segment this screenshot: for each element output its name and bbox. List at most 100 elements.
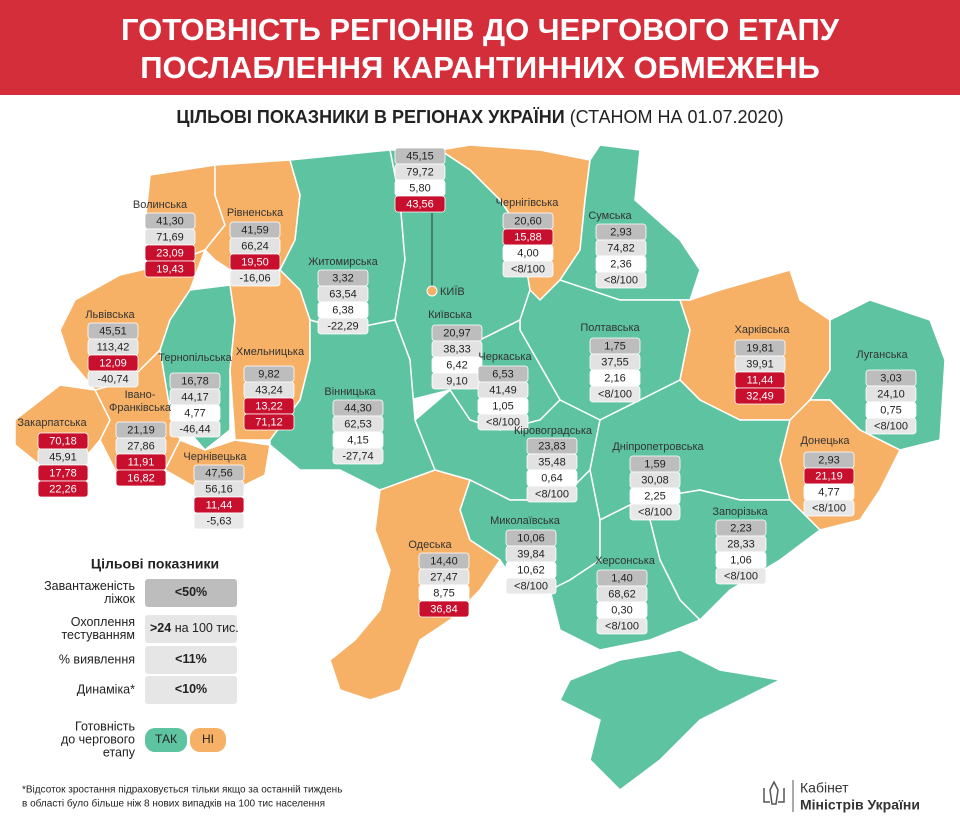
value-text: 27,47 <box>430 571 458 583</box>
region-name: Тернопільська <box>158 352 232 364</box>
crimea-shape <box>558 649 783 791</box>
value-text: 16,78 <box>181 375 209 387</box>
value-text: 68,62 <box>608 588 636 600</box>
value-text: 1,40 <box>611 572 632 584</box>
value-text: 45,15 <box>406 150 434 162</box>
value-text: 13,22 <box>255 400 283 412</box>
value-text: 11,44 <box>206 499 233 511</box>
header-band <box>0 0 960 95</box>
region-name: Одеська <box>408 539 452 551</box>
legend-label: % виявлення <box>59 652 135 666</box>
value-text: 12,09 <box>99 357 127 369</box>
value-text: 2,16 <box>604 372 625 384</box>
legend-no-swatch <box>190 728 226 752</box>
legend-value: <10% <box>175 682 207 696</box>
legend-yes: ТАК <box>155 732 177 746</box>
value-text: 3,03 <box>880 372 901 384</box>
value-text: -46,44 <box>179 423 210 435</box>
value-text: <8/100 <box>598 388 632 400</box>
value-text: 28,33 <box>727 538 755 550</box>
legend-label: до чергового <box>61 732 135 746</box>
value-text: 8,75 <box>433 587 454 599</box>
value-text: 62,53 <box>344 418 372 430</box>
value-cell <box>144 260 196 278</box>
value-cell <box>715 567 767 585</box>
value-text: 4,00 <box>517 247 538 259</box>
legend-label: етапу <box>103 745 136 759</box>
value-cell <box>115 469 167 487</box>
legend-label: Динаміка* <box>77 682 135 696</box>
value-text: 6,42 <box>446 359 467 371</box>
value-cell <box>418 600 470 618</box>
value-text: 9,10 <box>446 375 467 387</box>
value-text: -27,74 <box>342 450 373 462</box>
legend-value: >24 на 100 тис. <box>150 621 239 635</box>
value-text: 39,84 <box>517 548 545 560</box>
value-text: 9,82 <box>258 368 279 380</box>
value-text: 37,55 <box>601 356 629 368</box>
legend-value: <50% <box>175 585 207 599</box>
value-text: 4,77 <box>184 407 205 419</box>
value-text: 45,91 <box>49 451 77 463</box>
value-text: 71,69 <box>156 231 184 243</box>
value-text: 27,86 <box>127 440 155 452</box>
value-text: 63,54 <box>329 288 357 300</box>
value-text: 23,09 <box>156 247 184 259</box>
value-text: 41,30 <box>156 215 184 227</box>
value-cell <box>87 370 139 388</box>
value-cell <box>502 260 554 278</box>
value-text: 6,38 <box>332 304 353 316</box>
value-cell <box>193 512 245 530</box>
value-text: 10,06 <box>517 532 545 544</box>
value-text: <8/100 <box>514 580 548 592</box>
value-text: 17,78 <box>49 467 77 479</box>
value-text: 32,49 <box>746 390 774 402</box>
value-text: 38,33 <box>443 343 471 355</box>
value-text: 2,36 <box>610 258 631 270</box>
region-name: Черкаська <box>478 351 532 363</box>
value-text: 1,06 <box>730 554 751 566</box>
value-text: 14,40 <box>430 555 458 567</box>
value-text: <8/100 <box>486 416 520 428</box>
value-text: 47,56 <box>205 467 233 479</box>
value-text: 0,64 <box>541 472 562 484</box>
title-line: ПОСЛАБЛЕННЯ КАРАНТИННИХ ОБМЕЖЕНЬ <box>140 50 820 85</box>
value-text: 2,25 <box>644 490 665 502</box>
legend-value-part: <10% <box>175 682 207 696</box>
region-name: Франківська <box>109 402 172 414</box>
region-name: Рівненська <box>227 207 284 219</box>
value-cell <box>37 480 89 498</box>
legend-value-box <box>145 579 237 607</box>
value-text: 41,59 <box>241 224 269 236</box>
value-cell <box>169 420 221 438</box>
value-text: <8/100 <box>605 620 639 632</box>
region-name: Чернівецька <box>183 451 247 463</box>
logo-text: Міністрів України <box>800 797 920 813</box>
legend-yes-swatch <box>145 728 187 752</box>
value-cell <box>589 385 641 403</box>
subtitle-bold: ЦІЛЬОВІ ПОКАЗНИКИ В РЕГІОНАХ УКРАЇНИ <box>176 107 564 127</box>
region-name: Харківська <box>735 324 791 336</box>
region-name: Херсонська <box>595 555 656 567</box>
value-text: 79,72 <box>406 166 434 178</box>
value-text: 2,23 <box>730 522 751 534</box>
legend-label: ліжок <box>104 592 135 606</box>
legend-no: НІ <box>202 732 214 746</box>
value-text: 45,51 <box>99 325 127 337</box>
subtitle-date: (СТАНОМ НА 01.07.2020) <box>565 107 784 127</box>
value-text: 19,43 <box>156 263 184 275</box>
value-text: 2,93 <box>610 226 631 238</box>
value-cell <box>734 387 786 405</box>
region-name: Хмельницька <box>236 346 305 358</box>
region-name: Івано- <box>125 389 156 401</box>
value-text: 4,15 <box>347 434 368 446</box>
value-text: 19,81 <box>746 342 774 354</box>
value-cell <box>526 485 578 503</box>
logo-text: Кабінет <box>800 780 849 796</box>
region-name: Львівська <box>85 309 135 321</box>
value-cell <box>243 413 295 431</box>
footnote: *Відсоток зростання підраховується тільк… <box>22 785 342 796</box>
legend-value-part: >24 <box>150 621 171 635</box>
